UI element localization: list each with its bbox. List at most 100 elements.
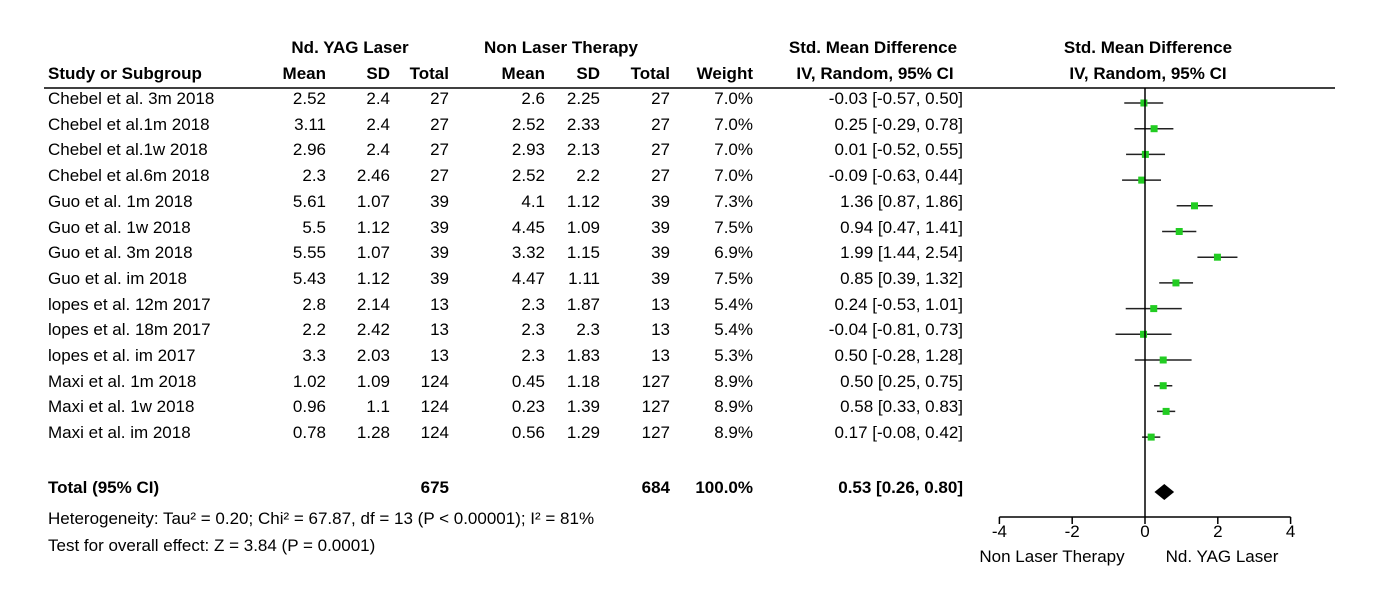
laser-sd: 2.4	[366, 140, 390, 160]
non-laser-mean: 4.45	[511, 217, 545, 237]
total-label: Total (95% CI)	[48, 478, 160, 497]
non-laser-total: 127	[641, 371, 670, 391]
study-smd-ci: -0.03 [-0.57, 0.50]	[828, 89, 963, 108]
study-point	[1191, 202, 1199, 210]
study-smd-ci: 1.36 [0.87, 1.86]	[840, 191, 963, 211]
laser-mean: 5.5	[302, 217, 326, 237]
col-header-mean-laser: Mean	[282, 64, 326, 83]
non-laser-sd: 1.09	[566, 217, 600, 237]
study-smd-ci: -0.04 [-0.81, 0.73]	[828, 320, 963, 340]
study-name: Guo et al. im 2018	[48, 268, 187, 288]
study-smd-ci: 0.94 [0.47, 1.41]	[840, 217, 963, 237]
non-laser-sd: 1.29	[566, 423, 600, 443]
non-laser-mean: 2.52	[511, 114, 545, 134]
laser-mean: 1.02	[292, 371, 326, 391]
non-laser-mean: 2.3	[521, 320, 545, 340]
non-laser-mean: 4.47	[511, 268, 545, 288]
non-laser-total: 39	[651, 243, 670, 263]
study-smd-ci: 0.24 [-0.53, 1.01]	[834, 294, 963, 314]
laser-total: 13	[430, 346, 449, 365]
study-name: Chebel et al.1m 2018	[48, 114, 210, 134]
non-laser-mean: 3.32	[511, 243, 545, 263]
study-weight: 6.9%	[714, 243, 753, 263]
study-point	[1213, 253, 1221, 261]
study-weight: 7.5%	[714, 268, 753, 288]
effect-header-table: Std. Mean Difference	[788, 38, 958, 57]
laser-total: 39	[430, 217, 449, 237]
method-header-table: IV, Random, 95% CI	[796, 64, 954, 83]
study-point	[1172, 279, 1180, 287]
laser-mean: 3.11	[294, 114, 326, 134]
col-header-mean-non-laser: Mean	[501, 64, 545, 83]
study-weight: 7.0%	[714, 140, 753, 160]
study-weight: 7.0%	[714, 89, 753, 108]
x-axis-tick-label: 0	[1140, 522, 1150, 541]
group-header-laser: Nd. YAG Laser	[291, 38, 409, 57]
non-laser-mean: 0.56	[511, 423, 545, 443]
laser-mean: 2.96	[292, 140, 326, 160]
non-laser-total: 13	[651, 346, 670, 365]
method-header-plot: IV, Random, 95% CI	[1069, 64, 1227, 83]
non-laser-total: 13	[651, 320, 670, 340]
laser-sd: 1.12	[356, 217, 390, 237]
col-header-sd-non-laser: SD	[576, 64, 600, 83]
study-name: lopes et al. im 2017	[48, 346, 196, 365]
non-laser-mean: 2.3	[521, 346, 545, 365]
laser-sd: 2.46	[356, 166, 390, 186]
non-laser-sd: 1.83	[566, 346, 600, 365]
study-weight: 7.5%	[714, 217, 753, 237]
laser-sd: 1.09	[356, 371, 390, 391]
non-laser-sd: 2.2	[576, 166, 600, 186]
study-point	[1140, 99, 1148, 107]
study-weight: 7.0%	[714, 114, 753, 134]
non-laser-total: 13	[651, 294, 670, 314]
study-point	[1175, 228, 1183, 235]
non-laser-sd: 2.25	[566, 89, 600, 108]
non-laser-total: 27	[651, 114, 670, 134]
non-laser-mean: 0.23	[511, 397, 545, 417]
study-name: Chebel et al.6m 2018	[48, 166, 210, 186]
laser-sd: 2.03	[356, 346, 390, 365]
total-weight: 100.0%	[695, 478, 753, 497]
laser-mean: 0.96	[292, 397, 326, 417]
study-name: lopes et al. 18m 2017	[48, 320, 211, 340]
study-weight: 5.4%	[714, 320, 753, 340]
laser-sd: 2.4	[366, 89, 390, 108]
non-laser-mean: 0.45	[511, 371, 545, 391]
heterogeneity-stats: Heterogeneity: Tau² = 0.20; Chi² = 67.87…	[48, 509, 595, 528]
non-laser-total: 39	[651, 268, 670, 288]
laser-total: 13	[430, 294, 449, 314]
laser-mean: 2.52	[292, 89, 326, 108]
total-smd-ci: 0.53 [0.26, 0.80]	[838, 478, 963, 497]
laser-total: 124	[420, 397, 449, 417]
laser-sd: 2.42	[356, 320, 390, 340]
study-point	[1138, 176, 1146, 184]
laser-sd: 1.28	[356, 423, 390, 443]
laser-mean: 5.61	[292, 191, 326, 211]
non-laser-sd: 1.12	[566, 191, 600, 211]
study-weight: 7.3%	[714, 191, 753, 211]
col-header-sd-laser: SD	[366, 64, 390, 83]
study-weight: 5.3%	[714, 346, 753, 365]
study-name: Chebel et al. 3m 2018	[48, 89, 215, 108]
non-laser-sd: 2.13	[566, 140, 600, 160]
non-laser-total: 127	[641, 423, 670, 443]
study-name: lopes et al. 12m 2017	[48, 294, 211, 314]
non-laser-sd: 2.3	[576, 320, 600, 340]
laser-total: 27	[430, 114, 449, 134]
study-point	[1159, 382, 1167, 390]
total-laser: 675	[420, 478, 449, 497]
non-laser-total: 27	[651, 89, 670, 108]
overall-effect-test: Test for overall effect: Z = 3.84 (P = 0…	[48, 536, 376, 555]
laser-mean: 2.3	[302, 166, 326, 186]
study-weight: 7.0%	[714, 166, 753, 186]
non-laser-sd: 1.87	[566, 294, 600, 314]
study-smd-ci: 0.01 [-0.52, 0.55]	[834, 140, 963, 160]
non-laser-mean: 2.6	[521, 89, 545, 108]
laser-sd: 1.07	[356, 191, 390, 211]
non-laser-mean: 2.3	[521, 294, 545, 314]
laser-total: 124	[420, 371, 449, 391]
non-laser-sd: 1.15	[566, 243, 600, 263]
laser-mean: 2.8	[302, 294, 326, 314]
non-laser-mean: 4.1	[521, 191, 545, 211]
